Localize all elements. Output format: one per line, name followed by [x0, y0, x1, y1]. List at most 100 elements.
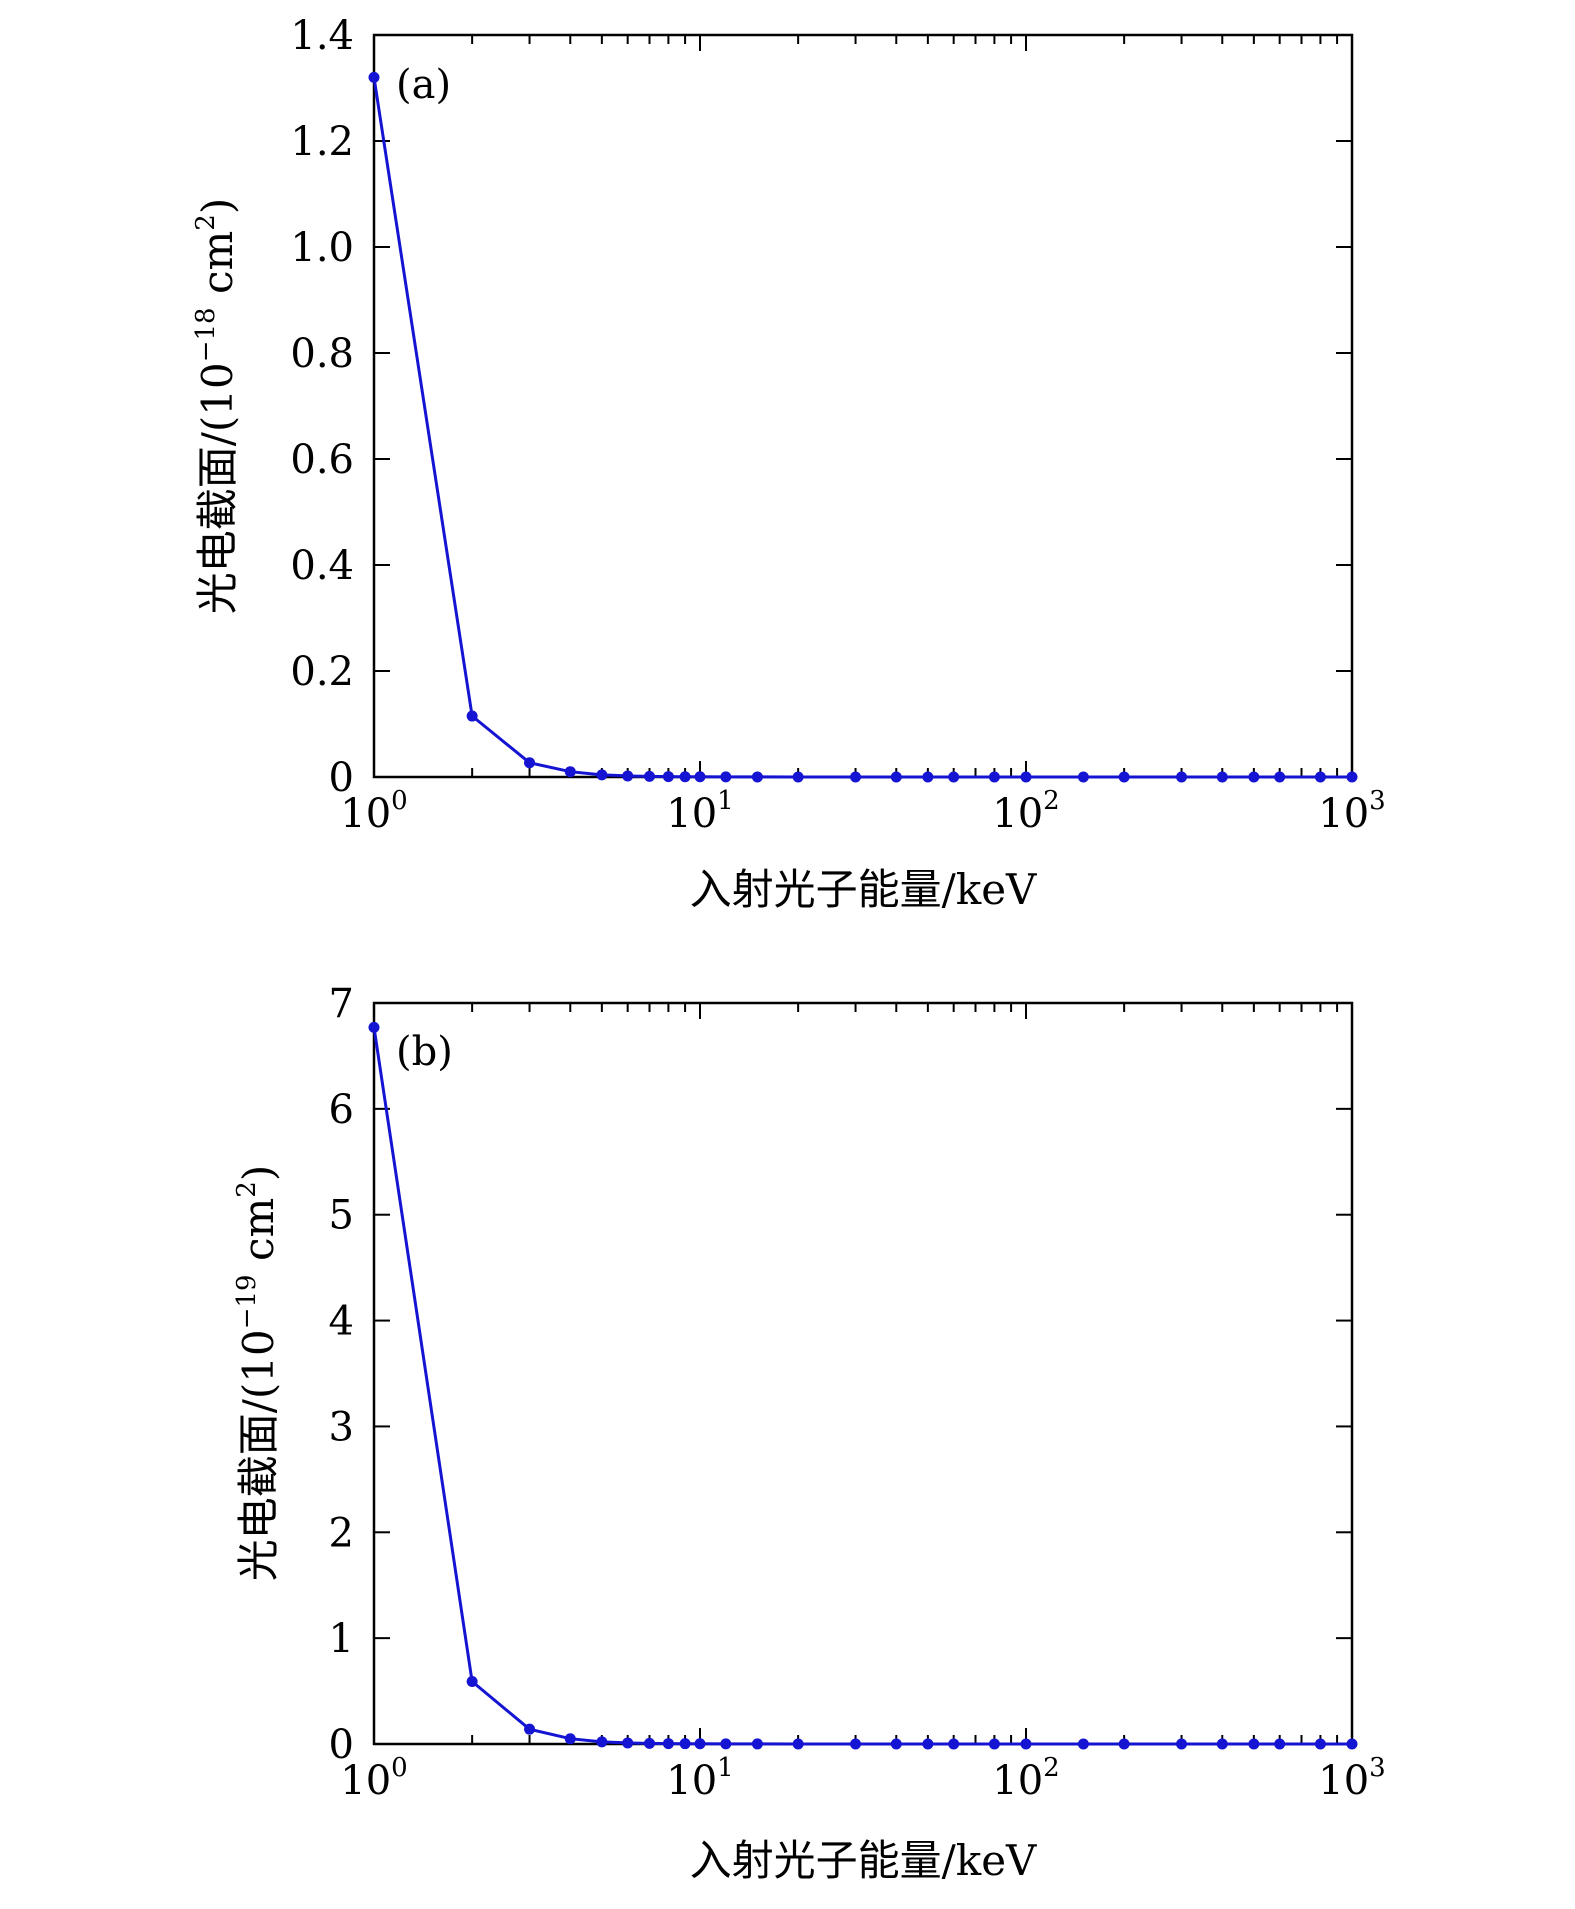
y-axis-label-unit: cm [193, 231, 242, 308]
x-tick-label: 100 [340, 1753, 407, 1804]
data-point [720, 771, 732, 783]
data-point [1216, 1738, 1228, 1750]
y-tick-label: 4 [329, 1299, 354, 1345]
data-point [720, 1738, 732, 1750]
series-line [372, 77, 1352, 779]
data-point [1346, 771, 1358, 783]
x-tick-label-exponent: 1 [717, 1753, 734, 1783]
x-tick-label-exponent: 0 [391, 786, 408, 816]
data-point [679, 771, 691, 783]
data-point [596, 1736, 608, 1748]
y-tick-labels: 0 0.2 0.4 0.6 0.8 1.0 1.2 1.4 [290, 13, 354, 801]
axis-ticks [373, 34, 1352, 778]
series-line [372, 1027, 1352, 1746]
data-point [466, 710, 478, 722]
y-axis-label-unit: cm [234, 1198, 283, 1275]
x-tick-label-exponent: 3 [1369, 786, 1386, 816]
x-tick-label: 103 [1318, 786, 1385, 837]
y-tick-label: 5 [329, 1193, 354, 1239]
data-point [751, 771, 763, 783]
x-tick-label-base: 10 [666, 791, 717, 837]
data-point [662, 1738, 674, 1750]
x-tick-label-base: 10 [1318, 1758, 1369, 1804]
x-tick-label: 101 [666, 1753, 733, 1804]
data-point [694, 771, 706, 783]
x-tick-label-base: 10 [992, 1758, 1043, 1804]
data-point [792, 771, 804, 783]
data-point [1216, 771, 1228, 783]
data-point [1346, 1738, 1358, 1750]
panel-label: (a) [396, 62, 451, 108]
data-point [368, 71, 380, 83]
data-point [850, 1738, 862, 1750]
data-point [948, 1738, 960, 1750]
y-tick-label: 0 [329, 755, 354, 801]
data-point [922, 771, 934, 783]
y-tick-label: 0.4 [290, 543, 354, 589]
data-point [644, 1737, 656, 1749]
data-point [466, 1676, 478, 1688]
y-axis-label-exponent: −18 [191, 307, 221, 362]
data-point [890, 771, 902, 783]
x-tick-label: 100 [340, 786, 407, 837]
y-axis-label-main: 光电截面/(10 [234, 1329, 283, 1581]
data-point [564, 766, 576, 778]
data-point [564, 1733, 576, 1745]
x-tick-label-exponent: 2 [1043, 786, 1060, 816]
data-point [1274, 771, 1286, 783]
plot-frame [372, 33, 1354, 779]
data-point [1274, 1738, 1286, 1750]
x-tick-label-base: 10 [340, 791, 391, 837]
data-point [1248, 771, 1260, 783]
data-point [622, 1737, 634, 1749]
data-point [751, 1738, 763, 1750]
data-point [524, 757, 536, 769]
y-tick-label: 0 [329, 1722, 354, 1768]
x-tick-label: 101 [666, 786, 733, 837]
data-point [922, 1738, 934, 1750]
y-axis-label-close: ) [193, 198, 242, 214]
data-point [1248, 1738, 1260, 1750]
y-tick-label: 1.4 [290, 13, 354, 59]
y-tick-labels: 0 1 2 3 4 5 6 7 [329, 981, 354, 1768]
data-point [1314, 771, 1326, 783]
x-tick-label-base: 10 [992, 791, 1043, 837]
x-tick-label-exponent: 3 [1369, 1753, 1386, 1783]
y-axis-label-unit-exponent: 2 [191, 214, 221, 231]
x-axis-label: 入射光子能量/keV [690, 1836, 1037, 1885]
y-tick-label: 6 [329, 1087, 354, 1133]
x-tick-label-base: 10 [666, 1758, 717, 1804]
plot-frame [372, 1001, 1354, 1746]
y-axis-label: 光电截面/(10−18 cm2) [191, 198, 242, 615]
y-tick-label: 3 [329, 1404, 354, 1450]
y-axis-label-main: 光电截面/(10 [193, 362, 242, 614]
data-point [948, 771, 960, 783]
panel-label: (b) [396, 1029, 453, 1075]
data-point [1314, 1738, 1326, 1750]
data-point [679, 1738, 691, 1750]
x-tick-label-exponent: 0 [391, 1753, 408, 1783]
x-tick-label: 102 [992, 1753, 1059, 1804]
x-axis-label: 入射光子能量/keV [690, 865, 1037, 914]
y-tick-label: 1.0 [290, 225, 354, 271]
data-point [1077, 1738, 1089, 1750]
x-tick-label-exponent: 2 [1043, 1753, 1060, 1783]
y-axis-label-close: ) [234, 1165, 283, 1181]
data-points [368, 1021, 1358, 1750]
data-point [792, 1738, 804, 1750]
data-point [644, 770, 656, 782]
data-point [596, 769, 608, 781]
x-tick-label-exponent: 1 [717, 786, 734, 816]
data-point [890, 1738, 902, 1750]
y-axis-label-exponent: −19 [232, 1274, 262, 1329]
y-tick-label: 0.2 [290, 649, 354, 695]
data-point [524, 1723, 536, 1735]
y-tick-label: 1.2 [290, 119, 354, 165]
data-point [1176, 771, 1188, 783]
x-tick-label: 103 [1318, 1753, 1385, 1804]
y-tick-label: 0.6 [290, 437, 354, 483]
data-point [1118, 771, 1130, 783]
data-point [1020, 771, 1032, 783]
